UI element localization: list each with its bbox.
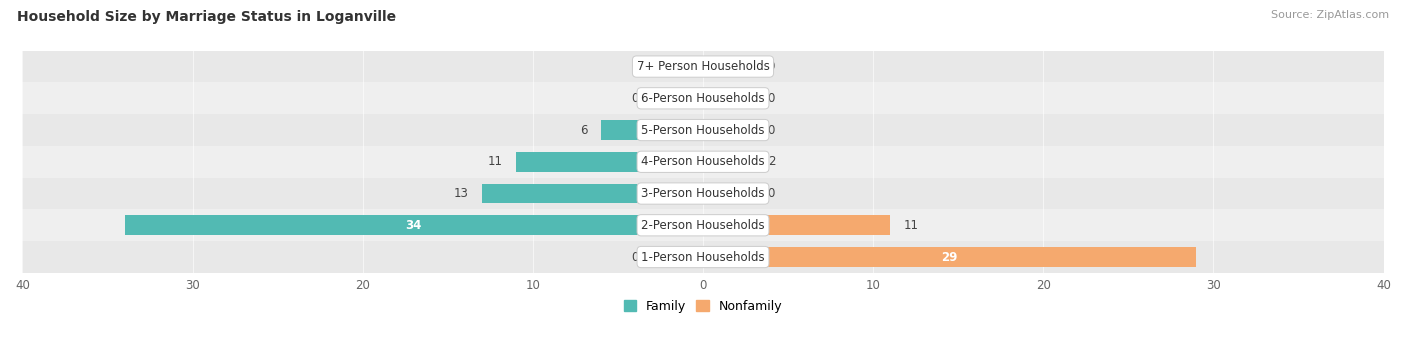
Bar <box>703 57 754 76</box>
Bar <box>652 88 703 108</box>
Bar <box>703 88 754 108</box>
Text: 11: 11 <box>488 155 502 168</box>
Bar <box>22 178 1384 209</box>
Text: 29: 29 <box>942 251 957 264</box>
Bar <box>22 114 1384 146</box>
Legend: Family, Nonfamily: Family, Nonfamily <box>619 295 787 318</box>
Bar <box>703 120 754 140</box>
Bar <box>516 152 703 172</box>
Text: 13: 13 <box>453 187 468 200</box>
Text: 4-Person Households: 4-Person Households <box>641 155 765 168</box>
Text: 11: 11 <box>904 219 918 232</box>
Text: Source: ZipAtlas.com: Source: ZipAtlas.com <box>1271 10 1389 20</box>
Bar <box>22 241 1384 273</box>
Text: 2: 2 <box>768 155 775 168</box>
Bar <box>703 184 754 203</box>
Bar <box>482 184 703 203</box>
Bar <box>703 247 1197 267</box>
Text: 6-Person Households: 6-Person Households <box>641 92 765 105</box>
Text: 0: 0 <box>768 60 775 73</box>
Bar <box>652 247 703 267</box>
Text: 7+ Person Households: 7+ Person Households <box>637 60 769 73</box>
Bar <box>22 209 1384 241</box>
Bar <box>652 57 703 76</box>
Bar <box>125 216 703 235</box>
Text: 3-Person Households: 3-Person Households <box>641 187 765 200</box>
Text: 0: 0 <box>768 187 775 200</box>
Text: 0: 0 <box>631 92 638 105</box>
Text: 5-Person Households: 5-Person Households <box>641 123 765 136</box>
Text: Household Size by Marriage Status in Loganville: Household Size by Marriage Status in Log… <box>17 10 396 24</box>
Text: 6: 6 <box>579 123 588 136</box>
Bar <box>22 83 1384 114</box>
Text: 0: 0 <box>768 92 775 105</box>
Text: 2-Person Households: 2-Person Households <box>641 219 765 232</box>
Bar <box>600 120 703 140</box>
Text: 1-Person Households: 1-Person Households <box>641 251 765 264</box>
Text: 0: 0 <box>631 251 638 264</box>
Text: 0: 0 <box>768 123 775 136</box>
Text: 34: 34 <box>405 219 422 232</box>
Bar <box>703 216 890 235</box>
Text: 0: 0 <box>631 60 638 73</box>
Bar <box>22 146 1384 178</box>
Bar <box>703 152 754 172</box>
Bar <box>22 51 1384 83</box>
